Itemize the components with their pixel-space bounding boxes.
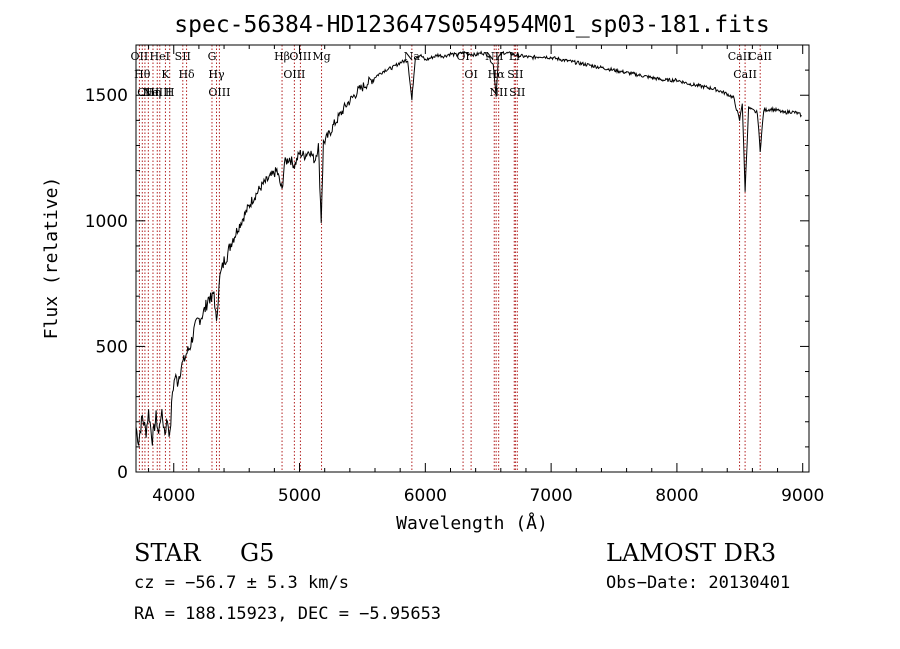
line-label: CaII: [728, 50, 752, 63]
line-label: NII: [485, 50, 503, 63]
line-label: OIII: [208, 86, 230, 99]
object-class: STAR: [134, 539, 201, 567]
x-axis-ticks: 4000 5000 6000 7000 8000 9000: [148, 45, 824, 506]
line-label: Hα: [488, 68, 506, 81]
x-axis-label: Wavelength (Å): [396, 512, 548, 534]
x-tick-label: 7000: [529, 486, 572, 506]
x-tick-label: 5000: [278, 486, 321, 506]
line-label: NII: [490, 86, 508, 99]
line-markers: [138, 45, 761, 472]
line-label: OI: [464, 68, 477, 81]
coordinates: RA = 188.15923, DEC = −5.95653: [134, 604, 442, 624]
line-label: Na: [404, 50, 421, 63]
line-labels: OIIHθOIIIHηNeIIIHeIKHSIIHδGHγOIIIHβOIIIO…: [131, 50, 772, 99]
line-label: CaII: [733, 68, 757, 81]
x-tick-label: 9000: [781, 486, 824, 506]
chart-title: spec-56384-HD123647S054954M01_sp03-181.f…: [174, 12, 769, 38]
line-label: OII: [131, 50, 149, 63]
line-label: Hγ: [208, 68, 225, 81]
line-label: Mg: [312, 50, 330, 63]
line-label: Hδ: [178, 68, 195, 81]
x-tick-label: 8000: [655, 486, 698, 506]
x-tick-label: 4000: [152, 486, 195, 506]
y-tick-label: 500: [96, 337, 128, 357]
object-subclass: G5: [240, 539, 275, 567]
line-label: H: [165, 86, 175, 99]
line-label: SII: [507, 68, 523, 81]
observation-date: Obs−Date: 20130401: [606, 573, 791, 593]
line-label: SII: [509, 86, 525, 99]
plot-frame: [135, 44, 810, 473]
line-label: OIII: [289, 50, 311, 63]
y-axis-label: Flux (relative): [41, 177, 62, 340]
line-label: Li: [509, 50, 520, 63]
spectrum-series-line: [135, 50, 802, 446]
y-tick-label: 1500: [85, 86, 128, 106]
y-tick-label: 0: [117, 463, 128, 483]
survey-name: LAMOST DR3: [606, 539, 777, 567]
line-label: NeIII: [143, 86, 172, 99]
line-label: SII: [175, 50, 191, 63]
line-label: OIII: [283, 68, 305, 81]
line-label: HeI: [150, 50, 170, 63]
line-label: G: [208, 50, 217, 63]
line-label: Hη: [145, 86, 161, 99]
line-label: Hβ: [274, 50, 290, 63]
line-label: K: [161, 68, 170, 81]
line-label: CaII: [748, 50, 772, 63]
line-label: Hθ: [134, 68, 151, 81]
redshift-cz: cz = −56.7 ± 5.3 km/s: [134, 573, 349, 593]
y-tick-label: 1000: [85, 212, 128, 232]
y-axis-ticks: 0 500 1000 1500: [85, 69, 809, 483]
line-label: OIII: [137, 86, 159, 99]
x-tick-label: 6000: [404, 486, 447, 506]
